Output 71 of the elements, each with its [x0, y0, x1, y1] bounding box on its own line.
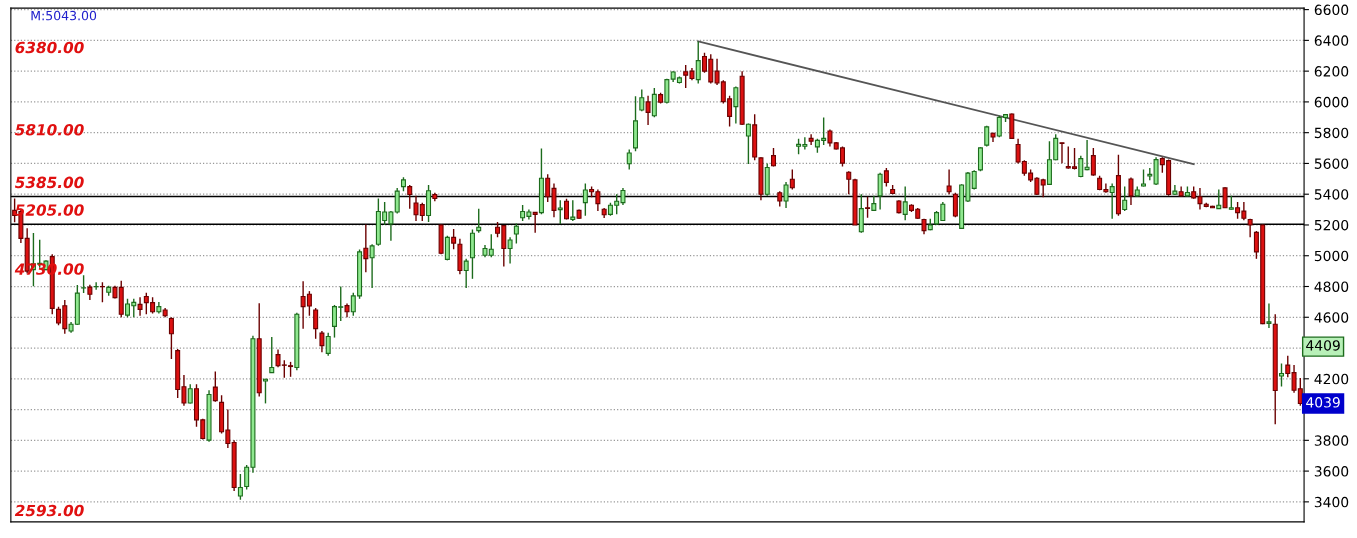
candlestick — [137, 296, 143, 317]
candlestick — [212, 370, 218, 403]
ref-line-label: 5205.00 — [14, 204, 84, 216]
candlestick — [319, 330, 325, 354]
y-tick-label: 3400 — [1314, 496, 1349, 508]
candlestick — [262, 378, 268, 405]
annotation: 6380.00 — [15, 41, 84, 54]
candlestick — [269, 336, 275, 374]
candlestick — [168, 316, 174, 360]
candlestick — [363, 223, 369, 273]
y-tick-label: 6400 — [1314, 35, 1349, 46]
y-tick-label: 6200 — [1314, 66, 1349, 77]
candlestick — [564, 198, 570, 221]
y-tick-label: 5600 — [1314, 158, 1349, 169]
candlestick — [858, 193, 864, 234]
candlestick — [407, 184, 413, 210]
candlestick — [570, 199, 576, 222]
candlestick — [902, 185, 908, 222]
candlestick — [1216, 188, 1222, 210]
candlestick — [695, 40, 701, 85]
candlestick — [770, 147, 776, 168]
candlestick — [451, 228, 457, 250]
candlestick — [808, 133, 814, 146]
candlestick — [313, 307, 319, 340]
candlestick — [651, 87, 657, 118]
candlestick — [1128, 176, 1134, 206]
candlestick — [557, 199, 563, 225]
candlestick — [733, 85, 739, 125]
candlestick — [507, 236, 513, 265]
y-tick-label: 4800 — [1314, 281, 1349, 292]
candlestick — [1122, 185, 1128, 212]
annotation: 5810.00 — [14, 123, 84, 136]
candlestick — [1278, 362, 1284, 388]
y-tick-label: 3600 — [1314, 466, 1349, 477]
candlestick — [444, 235, 450, 262]
annotation: 2593.00 — [14, 504, 84, 517]
candlestick — [1059, 141, 1065, 164]
candlestick — [789, 168, 795, 191]
candlestick — [476, 207, 482, 234]
candlestick — [626, 148, 632, 171]
candlestick — [645, 95, 651, 126]
candlestick — [946, 168, 952, 195]
candlestick — [325, 331, 331, 357]
y-tick-label: 5800 — [1314, 127, 1349, 139]
y-tick-label: 6600 — [1314, 4, 1349, 16]
candlestick — [1266, 302, 1272, 329]
candlestick — [369, 243, 375, 289]
candlestick — [877, 171, 883, 211]
candlestick — [783, 181, 789, 209]
candlestick — [1090, 147, 1096, 177]
y-tick-label: 5400 — [1314, 189, 1349, 200]
candlestick — [513, 222, 519, 245]
y-tick-label: 3800 — [1314, 435, 1349, 446]
y-tick-label: 5000 — [1314, 250, 1349, 262]
candlestick — [1109, 182, 1115, 220]
candlestick — [883, 167, 889, 188]
ref-line-label: 5385.00 — [14, 176, 84, 189]
candlestick — [745, 122, 751, 165]
candlestick — [463, 258, 469, 289]
y-tick-label: 4200 — [1314, 373, 1349, 385]
annotation: 4039 — [1306, 397, 1340, 408]
candlestick — [187, 383, 193, 405]
annotation: 4409 — [1306, 340, 1340, 351]
y-tick-label: 6000 — [1314, 96, 1349, 108]
candlestick — [582, 182, 588, 217]
y-tick-label: 5200 — [1314, 219, 1349, 231]
candlestick — [865, 196, 871, 219]
candlestick — [237, 473, 243, 501]
y-tick-label: 4600 — [1314, 312, 1349, 323]
candlestick — [952, 191, 958, 218]
annotation: M:5043.00 — [31, 10, 97, 21]
